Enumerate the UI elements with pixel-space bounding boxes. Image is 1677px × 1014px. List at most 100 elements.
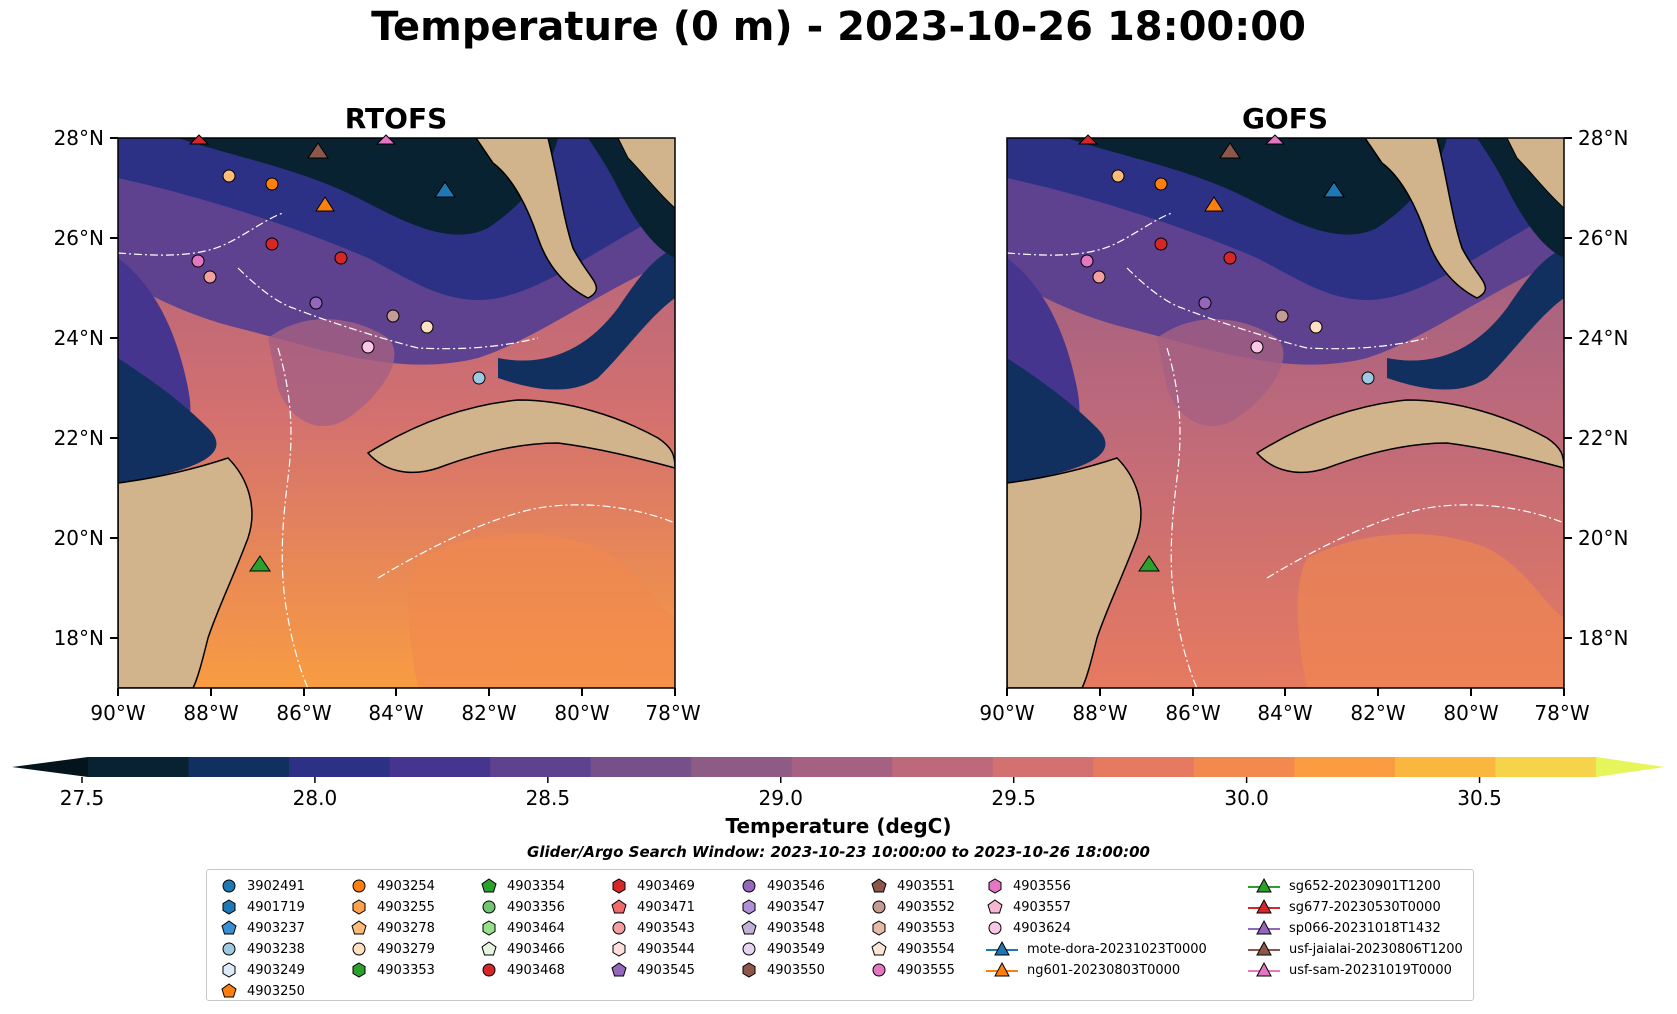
legend-label: 4903254 <box>377 878 435 894</box>
float-marker <box>1219 142 1241 159</box>
colorbar-segment <box>289 757 391 777</box>
colorbar-segment <box>1193 757 1295 777</box>
legend-label: 4903551 <box>897 878 955 894</box>
legend-item: 4903464 <box>479 918 565 938</box>
legend-label: 4903553 <box>897 920 955 936</box>
legend-item: 4903466 <box>479 939 565 959</box>
triangle-line-marker-icon <box>1248 919 1280 935</box>
circle-marker-icon <box>872 963 886 977</box>
lon-tick: 88°W <box>183 701 238 725</box>
legend-item: 4903554 <box>869 939 955 959</box>
colorbar-over-extension <box>1596 757 1665 777</box>
legend-item: 4903556 <box>985 876 1071 896</box>
float-marker <box>1250 340 1264 354</box>
lon-tick: 78°W <box>645 701 700 725</box>
lon-tick: 80°W <box>1443 701 1498 725</box>
legend-item: 4903544 <box>609 939 695 959</box>
colorbar-segment <box>88 757 190 777</box>
gofs-float-markers <box>1077 134 1375 572</box>
legend-label: 4903550 <box>767 962 825 978</box>
colorbar-tick-label: 30.5 <box>1457 786 1502 810</box>
float-marker <box>1092 270 1106 284</box>
colorbar-segment <box>1495 757 1597 777</box>
float-marker <box>1138 555 1160 572</box>
legend-label: 4903250 <box>247 983 305 999</box>
hexagon-marker-icon <box>742 899 756 915</box>
triangle-line-marker-icon <box>986 940 1018 956</box>
legend-item: 3902491 <box>219 876 305 896</box>
lon-tick: 86°W <box>276 701 331 725</box>
colorbar <box>12 757 1665 777</box>
circle-marker-icon <box>872 900 886 914</box>
colorbar-segment <box>490 757 592 777</box>
float-marker <box>472 371 486 385</box>
lon-tick: 88°W <box>1072 701 1127 725</box>
triangle-line-marker-icon <box>1248 961 1280 977</box>
legend-label: 4903555 <box>897 962 955 978</box>
circle-marker-icon <box>352 942 366 956</box>
legend-label: mote-dora-20231023T0000 <box>1027 941 1207 957</box>
pentagon-marker-icon <box>481 941 497 956</box>
legend-item: 4903279 <box>349 939 435 959</box>
float-marker <box>334 251 348 265</box>
lon-tick: 84°W <box>1257 701 1312 725</box>
legend-item: mote-dora-20231023T0000 <box>985 939 1207 959</box>
colorbar-tick-label: 29.5 <box>991 786 1036 810</box>
legend-label: 4903543 <box>637 920 695 936</box>
legend-item: 4903249 <box>219 960 305 980</box>
legend-label: 4903469 <box>637 878 695 894</box>
colorbar-ticks: 27.5 28.0 28.5 29.0 29.5 30.0 30.5 <box>60 777 1502 810</box>
float-marker <box>203 270 217 284</box>
float-marker <box>1204 196 1224 212</box>
pentagon-marker-icon <box>871 941 887 956</box>
legend-label: 4903549 <box>767 941 825 957</box>
lon-tick: 82°W <box>461 701 516 725</box>
hexagon-marker-icon <box>612 878 626 894</box>
hexagon-marker-icon <box>352 899 366 915</box>
legend-label: sg652-20230901T1200 <box>1289 878 1441 894</box>
legend-label: 4903547 <box>767 899 825 915</box>
lat-tick: 28°N <box>54 126 104 150</box>
colorbar-segment <box>791 757 893 777</box>
lon-tick: 90°W <box>90 701 145 725</box>
circle-marker-icon <box>482 900 496 914</box>
legend-label: 4903554 <box>897 941 955 957</box>
legend-item: 4903555 <box>869 960 955 980</box>
legend-label: 4903353 <box>377 962 435 978</box>
colorbar-tick-label: 30.0 <box>1224 786 1269 810</box>
float-marker <box>307 142 329 159</box>
legend-label: 3902491 <box>247 878 305 894</box>
legend-label: 4903624 <box>1013 920 1071 936</box>
legend-label: 4903464 <box>507 920 565 936</box>
legend-item: 4903237 <box>219 918 305 938</box>
lat-tick: 20°N <box>54 526 104 550</box>
lat-tick: 18°N <box>54 626 104 650</box>
float-marker <box>265 237 279 251</box>
legend-item: sp066-20231018T1432 <box>1247 918 1441 938</box>
lat-tick: 22°N <box>54 426 104 450</box>
lon-axis-right: 90°W 88°W 86°W 84°W 82°W 80°W 78°W <box>979 701 1589 725</box>
lon-tick: 78°W <box>1534 701 1589 725</box>
legend-label: 4903466 <box>507 941 565 957</box>
float-marker <box>1198 296 1212 310</box>
colorbar-segment <box>389 757 491 777</box>
triangle-line-marker-icon <box>1248 877 1280 893</box>
pentagon-marker-icon <box>221 920 237 935</box>
float-marker <box>191 254 205 268</box>
float-marker <box>188 134 210 145</box>
colorbar-tick-label: 28.5 <box>526 786 571 810</box>
circle-marker-icon <box>222 942 236 956</box>
float-marker <box>386 309 400 323</box>
search-window-subtitle: Glider/Argo Search Window: 2023-10-23 10… <box>527 843 1150 861</box>
legend-item: 4903468 <box>479 960 565 980</box>
legend-item: 4903278 <box>349 918 435 938</box>
colorbar-segment <box>1394 757 1496 777</box>
legend-label: 4903279 <box>377 941 435 957</box>
lat-tick: 26°N <box>54 226 104 250</box>
legend-label: 4901719 <box>247 899 305 915</box>
pentagon-marker-icon <box>871 878 887 893</box>
lon-tick: 86°W <box>1165 701 1220 725</box>
circle-marker-icon <box>988 921 1002 935</box>
legend-item: sg652-20230901T1200 <box>1247 876 1441 896</box>
